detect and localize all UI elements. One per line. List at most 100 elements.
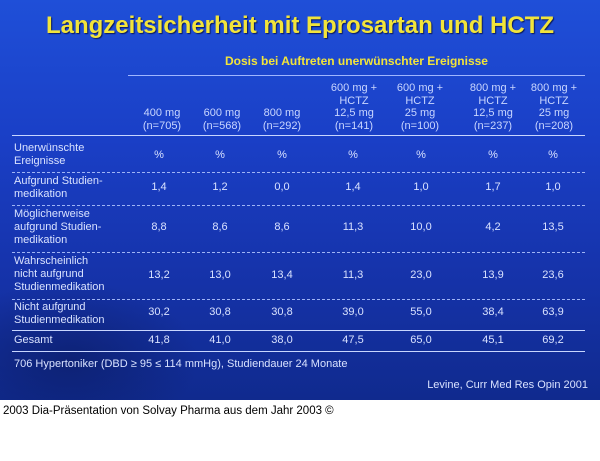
column-header-line: 25 mg <box>404 107 436 119</box>
table-cell: 10,0 <box>410 221 432 233</box>
column-header-800mg-hctz-25: 800 mg + HCTZ 25 mg (n=208) <box>519 80 589 132</box>
column-header-line: 12,5 mg <box>473 107 513 119</box>
column-header-800mg-hctz-12-5: 800 mg + HCTZ 12,5 mg (n=237) <box>458 80 528 132</box>
table-cell: 13,0 <box>209 269 231 281</box>
table-cell: 8,6 <box>274 221 290 233</box>
table-cell: % <box>488 149 498 161</box>
column-header-line: HCTZ <box>539 94 569 107</box>
table-cell: 30,8 <box>271 306 293 318</box>
column-header-line: 25 mg <box>538 107 570 119</box>
column-header-line: HCTZ <box>478 94 508 107</box>
table-cell: 23,0 <box>410 269 432 281</box>
table-cell: 11,3 <box>342 269 364 281</box>
table-cell: 30,8 <box>209 306 231 318</box>
column-header-line: (n=568) <box>202 119 242 132</box>
row-label-gesamt: Gesamt <box>14 334 134 347</box>
total-divider <box>12 330 585 331</box>
row-label-line: Ereignisse <box>14 155 66 167</box>
row-label-line: Möglicherweise <box>14 208 90 220</box>
table-cell: % <box>215 149 225 161</box>
row-divider <box>12 205 585 206</box>
row-label-line: medikation <box>14 188 68 200</box>
column-header-line: (n=100) <box>400 119 440 132</box>
row-label-unerwuenschte-ereignisse: Unerwünschte Ereignisse <box>14 142 134 168</box>
row-label-line: Unerwünschte <box>14 142 85 154</box>
column-header-line: (n=292) <box>262 119 302 132</box>
column-header-line: 400 mg <box>143 107 181 119</box>
row-divider <box>12 252 585 253</box>
slide-title: Langzeitsicherheit mit Eprosartan und HC… <box>45 12 555 39</box>
column-header-line: 800 mg <box>263 107 301 119</box>
row-label-line: Aufgrund Studien- <box>14 175 103 187</box>
table-cell: 13,4 <box>271 269 293 281</box>
table-cell: % <box>154 149 164 161</box>
column-header-800mg: 800 mg (n=292) <box>247 80 317 132</box>
row-label-nicht-aufgrund: Nicht aufgrund Studienmedikation <box>14 301 134 327</box>
column-header-line: (n=237) <box>473 119 513 132</box>
table-cell: 41,0 <box>209 334 231 346</box>
table-cell: 38,0 <box>271 334 293 346</box>
subtitle-underline <box>128 75 585 76</box>
row-divider <box>12 172 585 173</box>
row-label-line: nicht aufgrund <box>14 268 84 280</box>
column-header-line: 600 mg + <box>330 82 378 94</box>
column-header-line: 12,5 mg <box>334 107 374 119</box>
image-caption: 2003 Dia-Präsentation von Solvay Pharma … <box>3 405 334 417</box>
column-header-line: HCTZ <box>405 94 435 107</box>
table-cell: % <box>277 149 287 161</box>
table-cell: 1,4 <box>345 181 361 193</box>
table-cell: 8,8 <box>151 221 167 233</box>
table-cell: 4,2 <box>485 221 501 233</box>
column-header-line: 600 mg <box>203 107 241 119</box>
column-header-line: (n=705) <box>142 119 182 132</box>
citation: Levine, Curr Med Res Opin 2001 <box>427 379 588 391</box>
column-header-600mg: 600 mg (n=568) <box>187 80 257 132</box>
table-cell: 65,0 <box>410 334 432 346</box>
row-label-line: Studienmedikation <box>14 281 105 293</box>
row-label-moeglicherweise: Möglicherweise aufgrund Studien- medikat… <box>14 208 134 247</box>
table-cell: 1,0 <box>413 181 429 193</box>
study-footnote: 706 Hypertoniker (DBD ≥ 95 ≤ 114 mmHg), … <box>14 358 348 370</box>
table-cell: % <box>348 149 358 161</box>
row-label-line: Studienmedikation <box>14 314 105 326</box>
column-header-line: 600 mg + <box>396 82 444 94</box>
table-cell: 23,6 <box>542 269 564 281</box>
column-header-600mg-hctz-12-5: 600 mg + HCTZ 12,5 mg (n=141) <box>319 80 389 132</box>
column-header-line: (n=208) <box>534 119 574 132</box>
row-divider <box>12 299 585 300</box>
table-cell: 13,2 <box>148 269 170 281</box>
table-cell: 69,2 <box>542 334 564 346</box>
column-header-line: 800 mg + <box>530 82 578 94</box>
table-cell: 11,3 <box>342 221 364 233</box>
table-cell: 55,0 <box>410 306 432 318</box>
column-header-line: HCTZ <box>339 94 369 107</box>
header-divider <box>12 135 585 136</box>
row-label-wahrscheinlich-nicht: Wahrscheinlich nicht aufgrund Studienmed… <box>14 255 134 294</box>
table-bottom-border <box>12 351 585 352</box>
table-cell: 8,6 <box>212 221 228 233</box>
table-cell: 13,9 <box>482 269 504 281</box>
table-cell: 1,2 <box>212 181 228 193</box>
table-subtitle: Dosis bei Auftreten unerwünschter Ereign… <box>225 54 488 68</box>
column-header-line: (n=141) <box>334 119 374 132</box>
table-cell: 0,0 <box>274 181 290 193</box>
table-cell: 38,4 <box>482 306 504 318</box>
row-label-line: aufgrund Studien- <box>14 221 102 233</box>
row-label-aufgrund-studienmedikation: Aufgrund Studien- medikation <box>14 175 134 201</box>
row-label-line: Gesamt <box>14 334 53 346</box>
table-cell: 1,7 <box>485 181 501 193</box>
row-label-line: Nicht aufgrund <box>14 301 86 313</box>
table-cell: % <box>416 149 426 161</box>
table-cell: 30,2 <box>148 306 170 318</box>
table-cell: % <box>548 149 558 161</box>
table-cell: 47,5 <box>342 334 364 346</box>
table-cell: 63,9 <box>542 306 564 318</box>
table-cell: 39,0 <box>342 306 364 318</box>
row-label-line: medikation <box>14 234 68 246</box>
table-cell: 13,5 <box>542 221 564 233</box>
row-label-line: Wahrscheinlich <box>14 255 89 267</box>
column-header-400mg: 400 mg (n=705) <box>127 80 197 132</box>
table-cell: 41,8 <box>148 334 170 346</box>
table-cell: 1,4 <box>151 181 167 193</box>
column-header-600mg-hctz-25: 600 mg + HCTZ 25 mg (n=100) <box>385 80 455 132</box>
